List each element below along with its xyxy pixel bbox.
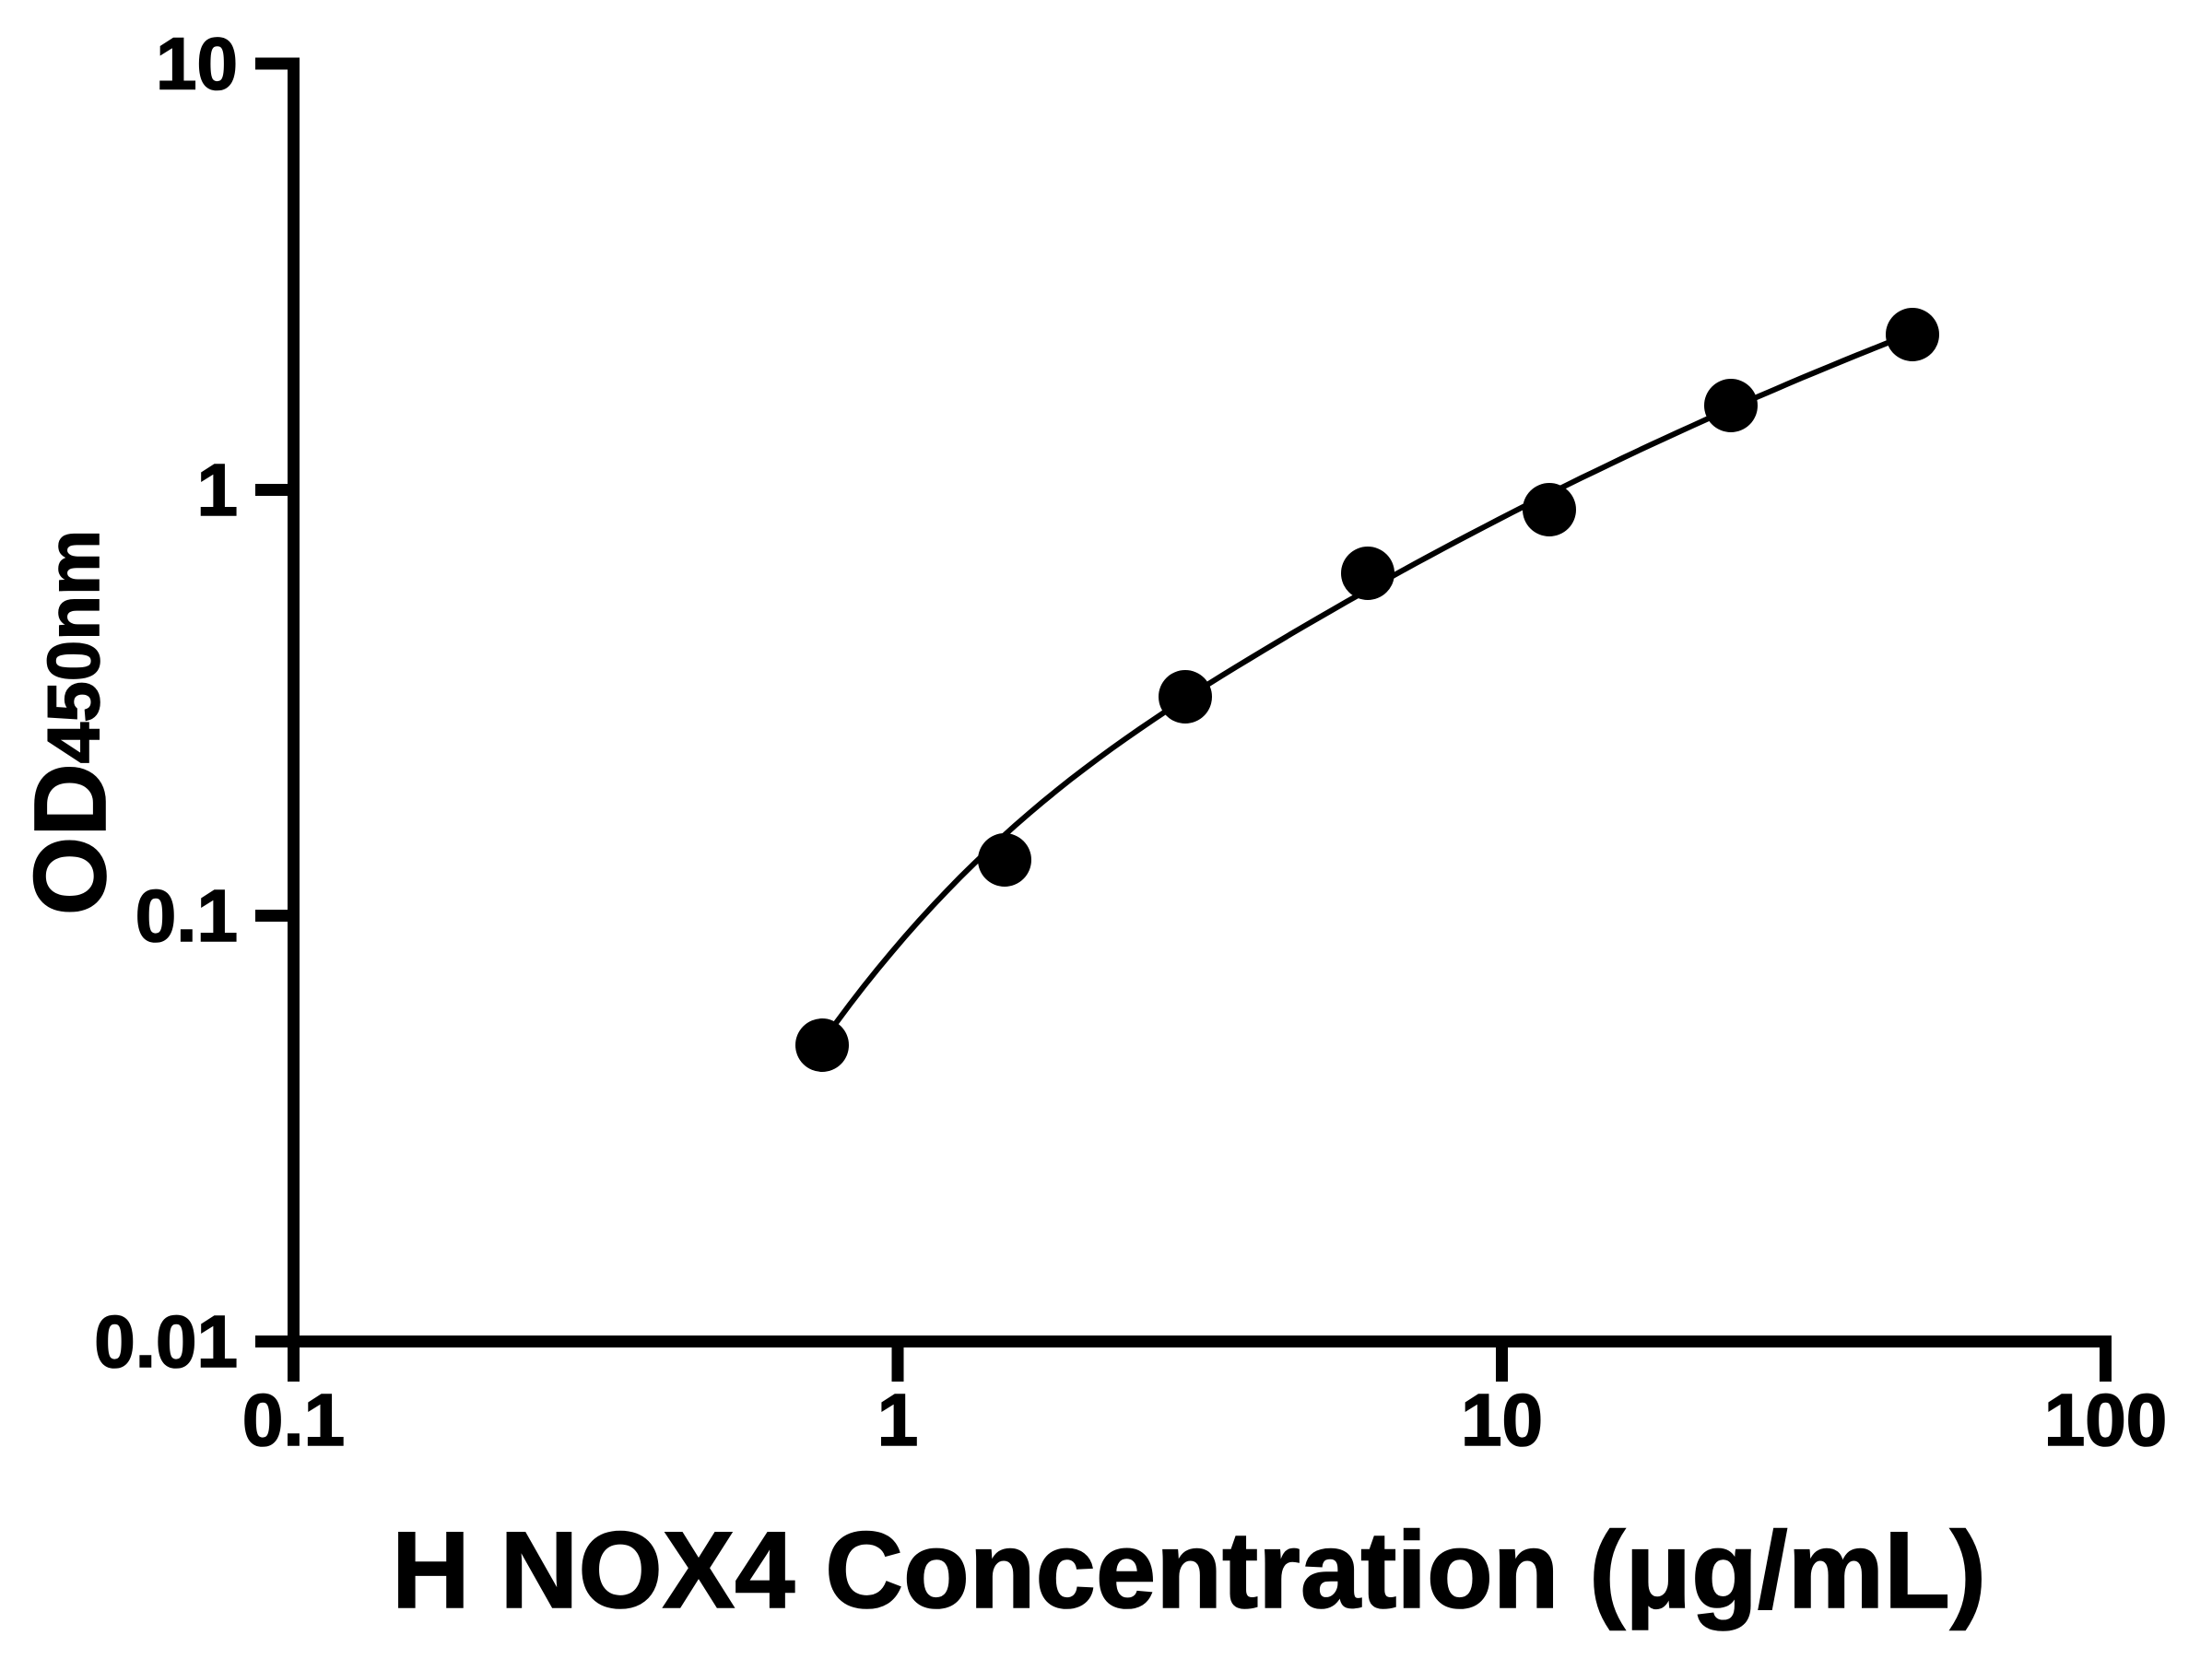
svg-text:10: 10 [1461,1379,1543,1461]
svg-text:1: 1 [197,449,239,531]
svg-text:0.01: 0.01 [94,1300,238,1382]
svg-text:OD450nm: OD450nm [14,530,127,915]
svg-text:100: 100 [2044,1379,2167,1461]
svg-text:10: 10 [156,23,238,105]
svg-text:0.1: 0.1 [135,875,238,957]
svg-text:0.1: 0.1 [242,1379,345,1461]
svg-text:1: 1 [877,1379,919,1461]
svg-text:H NOX4 Concentration (μg/mL): H NOX4 Concentration (μg/mL) [392,1510,1986,1630]
